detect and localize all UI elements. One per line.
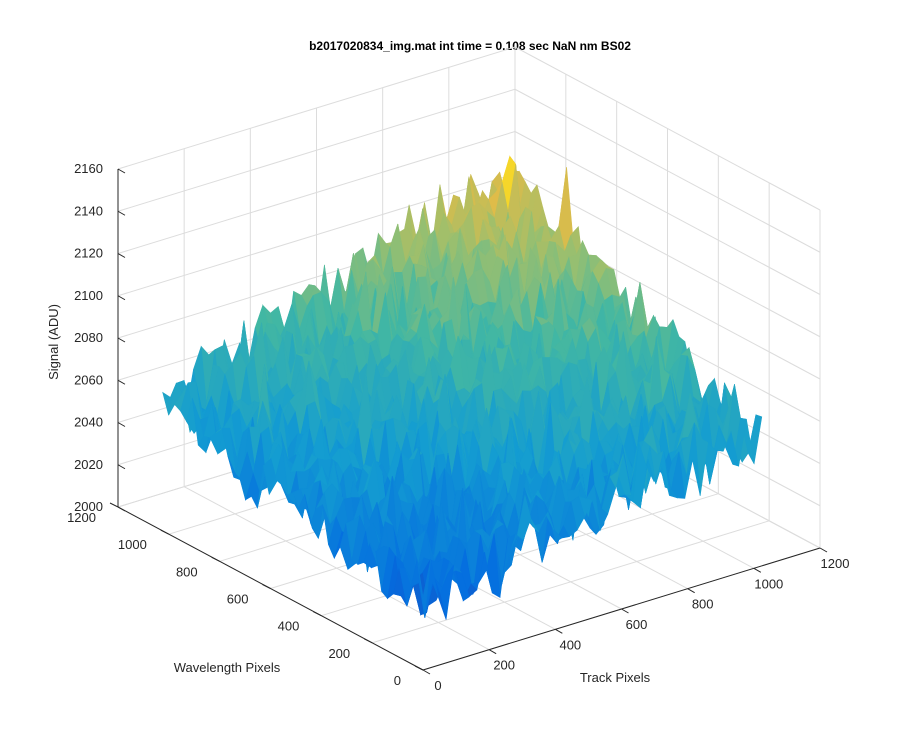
tick-labels: 0 200 400 600 800 1000 1200 0 200 400 600 800 1000 12… [67,161,849,693]
x-tick-mark [687,588,695,594]
z-tick-mark [117,464,126,470]
x-tick-mark [753,567,762,573]
chart-title: b2017020834_img.mat int time = 0.108 sec… [309,39,631,53]
x-tick-label: 600 [626,617,648,632]
y-tick-label: 200 [328,646,350,661]
y-tick-label: 0 [394,673,401,688]
z-tick-label: 2080 [74,330,103,345]
y-tick-mark [262,584,271,589]
z-tick-label: 2160 [74,161,103,176]
z-tick-mark [117,295,126,301]
y-tick-mark [109,502,119,508]
z-tick-mark [117,422,126,427]
surface-plot [162,155,763,620]
z-tick-label: 2120 [74,246,103,261]
y-tick-mark [211,556,220,562]
z-tick-label: 2040 [74,415,103,430]
y-tick-label: 1200 [67,510,96,525]
x-tick-mark [555,628,563,634]
x-tick-label: 0 [434,678,441,693]
y-tick-label: 400 [278,619,300,634]
z-tick-mark [117,210,126,216]
grid-floor-y-line [372,520,770,644]
y-tick-label: 1000 [118,537,147,552]
x-tick-label: 200 [493,658,515,673]
z-axis-label: Signal (ADU) [46,304,61,380]
z-tick-label: 2060 [74,372,103,387]
z-tick-mark [117,253,126,258]
grid-backwall-z-line [514,88,821,253]
y-tick-mark [414,665,424,671]
x-tick-mark [488,649,497,655]
z-tick-label: 2020 [74,457,103,472]
x-tick-label: 800 [692,597,714,612]
grid-backwall-z-line [117,131,516,254]
x-tick-mark [621,608,629,614]
y-tick-mark [160,529,170,535]
y-tick-mark [313,611,322,617]
z-tick-mark [117,168,126,174]
grid-backwall-z-line [514,131,821,295]
x-tick-label: 400 [559,637,581,652]
y-tick-label: 600 [227,592,249,607]
y-axis-label: Wavelength Pixels [174,660,281,675]
z-tick-label: 2000 [74,499,103,514]
x-tick-label: 1000 [754,576,783,591]
x-tick-mark [422,669,431,675]
z-tick-mark [117,379,126,385]
x-tick-mark [819,547,828,553]
grid-backwall-z-line [117,46,516,170]
y-tick-label: 800 [176,564,198,579]
surface-patch [416,559,431,618]
x-axis-label: Track Pixels [580,670,651,685]
z-tick-mark [117,506,126,512]
z-tick-label: 2140 [74,203,103,218]
grid-backwall-z-line [117,88,516,212]
z-tick-label: 2100 [74,288,103,303]
grid-backwall-z-line [117,173,516,297]
y-tick-mark [363,638,373,644]
z-tick-mark [117,337,126,343]
x-tick-label: 1200 [821,556,850,571]
grid-backwall-z-line [514,46,821,211]
